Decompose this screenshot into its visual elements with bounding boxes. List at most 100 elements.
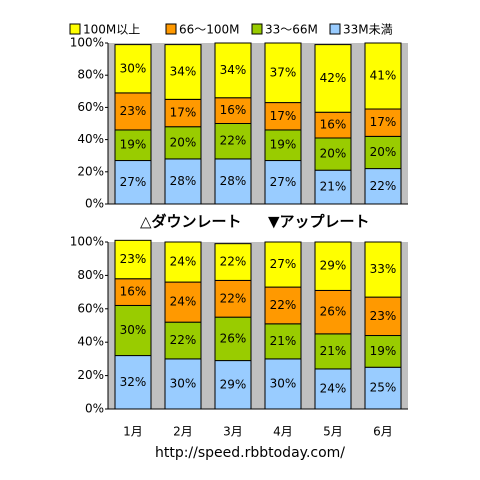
value-label: 24% xyxy=(170,255,197,269)
legend-label: 33～66M xyxy=(265,23,318,37)
bar-segment xyxy=(364,241,402,298)
value-label: 34% xyxy=(170,64,197,78)
value-label: 16% xyxy=(120,285,147,299)
bar-segment xyxy=(314,169,352,205)
value-label: 27% xyxy=(270,175,297,189)
value-label: 23% xyxy=(120,104,147,118)
value-label: 20% xyxy=(370,145,397,159)
caption: ▼アップレート xyxy=(268,213,370,231)
legend-label: 100M以上 xyxy=(83,23,140,37)
bar-segment xyxy=(364,108,402,137)
legend-swatch xyxy=(69,23,81,35)
y-tick-label: 60% xyxy=(77,301,104,315)
value-label: 29% xyxy=(320,259,347,273)
bar-segment xyxy=(114,160,152,205)
value-label: 33% xyxy=(370,262,397,276)
bar-segment xyxy=(164,358,202,410)
bar-segment xyxy=(214,158,252,205)
value-label: 23% xyxy=(120,252,147,266)
value-label: 16% xyxy=(220,103,247,117)
bar-segment xyxy=(264,160,302,205)
value-label: 25% xyxy=(370,381,397,395)
bar-segment xyxy=(364,42,402,110)
bar-segment xyxy=(214,123,252,160)
bar-segment xyxy=(214,316,252,362)
value-label: 26% xyxy=(320,305,347,319)
value-label: 22% xyxy=(220,134,247,148)
bar-segment xyxy=(364,296,402,337)
bar-segment xyxy=(314,289,352,335)
bar-segment xyxy=(314,137,352,171)
bar-segment xyxy=(164,158,202,205)
x-tick-label: 2月 xyxy=(173,425,193,439)
bar-segment xyxy=(264,42,302,104)
value-label: 17% xyxy=(270,109,297,123)
bar-segment xyxy=(114,304,152,357)
value-label: 20% xyxy=(170,135,197,149)
value-label: 27% xyxy=(120,175,147,189)
x-tick-label: 4月 xyxy=(273,425,293,439)
value-label: 20% xyxy=(320,147,347,161)
legend-swatch xyxy=(251,23,263,35)
value-label: 16% xyxy=(320,118,347,132)
y-tick-label: 100% xyxy=(70,36,104,50)
value-label: 22% xyxy=(220,255,247,269)
value-label: 19% xyxy=(370,344,397,358)
plot-area xyxy=(108,242,408,409)
value-label: 22% xyxy=(270,298,297,312)
bar-segment xyxy=(314,241,352,291)
value-label: 22% xyxy=(370,179,397,193)
y-tick-label: 20% xyxy=(77,368,104,382)
value-label: 17% xyxy=(370,115,397,129)
value-label: 22% xyxy=(170,333,197,347)
legend-label: 66～100M xyxy=(179,23,240,37)
value-label: 24% xyxy=(170,295,197,309)
bar-segment xyxy=(314,44,352,113)
y-tick-label: 80% xyxy=(77,68,104,82)
bar-segment xyxy=(164,281,202,323)
y-tick-label: 80% xyxy=(77,268,104,282)
value-label: 42% xyxy=(320,71,347,85)
bar-segment xyxy=(214,279,252,318)
value-label: 28% xyxy=(220,174,247,188)
value-label: 30% xyxy=(270,376,297,390)
bar-segment xyxy=(264,286,302,325)
legend-swatch xyxy=(165,23,177,35)
bar-segment xyxy=(114,129,152,162)
x-tick-label: 1月 xyxy=(123,425,143,439)
bar-segment xyxy=(264,358,302,410)
bar-segment xyxy=(114,44,152,94)
value-label: 28% xyxy=(170,174,197,188)
value-label: 21% xyxy=(320,180,347,194)
y-tick-label: 60% xyxy=(77,100,104,114)
value-label: 41% xyxy=(370,69,397,83)
bar-segment xyxy=(114,355,152,410)
value-label: 34% xyxy=(220,63,247,77)
bar-segment xyxy=(214,97,252,124)
bar-segment xyxy=(114,92,152,131)
value-label: 26% xyxy=(220,331,247,345)
value-label: 32% xyxy=(120,375,147,389)
value-label: 29% xyxy=(220,377,247,391)
bar-segment xyxy=(314,368,352,410)
x-tick-label: 5月 xyxy=(323,425,343,439)
bar-segment xyxy=(364,168,402,205)
value-label: 30% xyxy=(120,61,147,75)
value-label: 21% xyxy=(270,334,297,348)
value-label: 19% xyxy=(270,138,297,152)
x-tick-label: 3月 xyxy=(223,425,243,439)
value-label: 30% xyxy=(170,376,197,390)
bar-segment xyxy=(264,241,302,288)
bar-segment xyxy=(364,366,402,410)
y-tick-label: 40% xyxy=(77,132,104,146)
x-tick-label: 6月 xyxy=(373,425,393,439)
bar-segment xyxy=(164,321,202,360)
footer-url: http://speed.rbbtoday.com/ xyxy=(155,445,345,461)
legend-label: 33M未満 xyxy=(343,23,393,37)
bar-segment xyxy=(214,243,252,281)
value-label: 19% xyxy=(120,138,147,152)
y-tick-label: 100% xyxy=(70,235,104,249)
y-tick-label: 40% xyxy=(77,335,104,349)
value-label: 21% xyxy=(320,344,347,358)
